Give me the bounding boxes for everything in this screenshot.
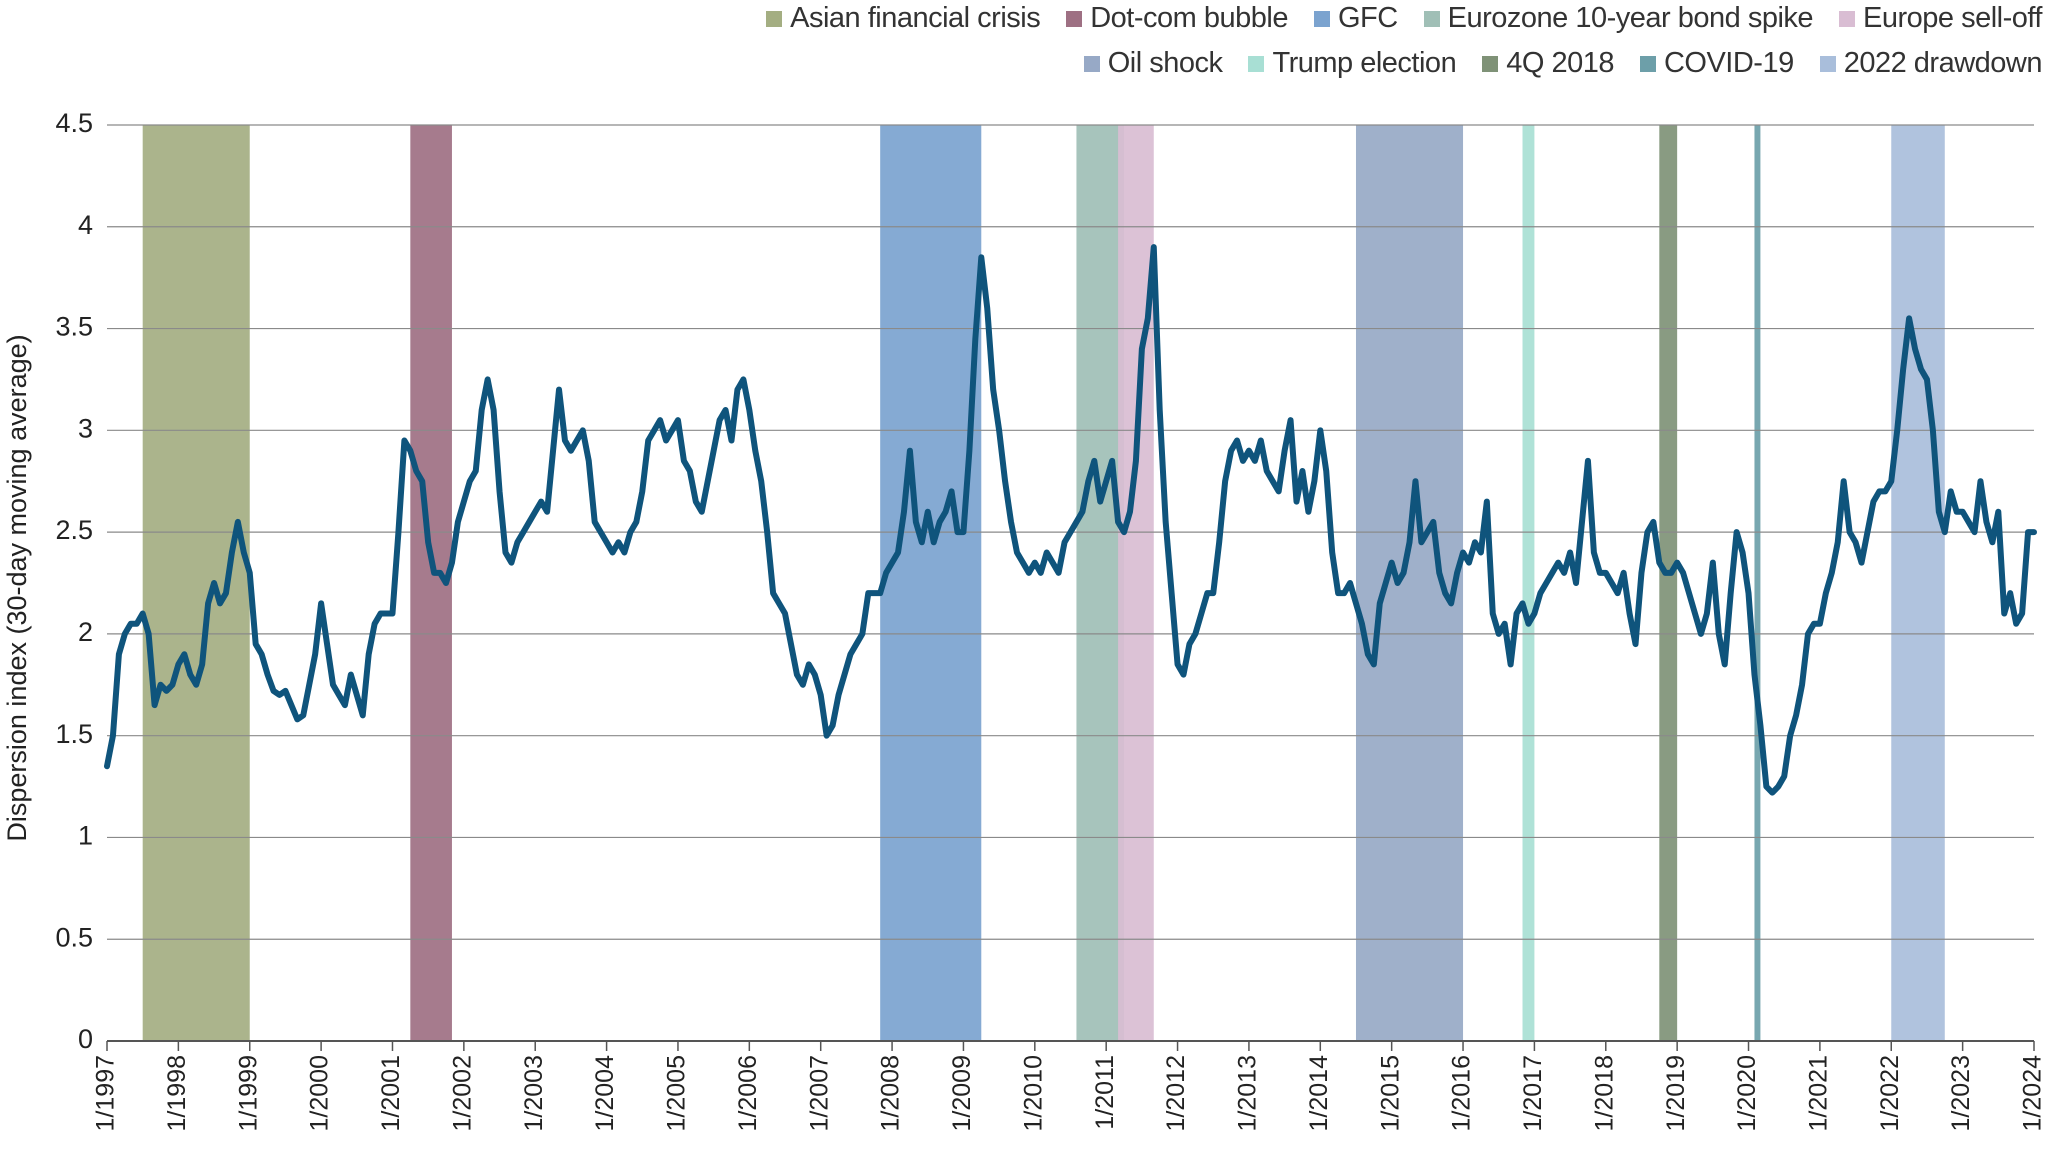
legend-swatch [766, 10, 783, 27]
event-band [1754, 125, 1761, 1041]
legend: Asian financial crisis Dot-com bubble GFC E… [766, 2, 2043, 80]
x-tick-label: 1/1998 [163, 1055, 191, 1131]
event-band [142, 125, 250, 1041]
y-axis-label: Dispersion index (30-day moving average) [2, 334, 32, 841]
x-tick-label: 1/2003 [520, 1055, 548, 1131]
x-tick-label: 1/2020 [1733, 1055, 1761, 1131]
y-tick-label: 4.5 [55, 108, 93, 138]
legend-item: Trump election [1248, 47, 1457, 80]
legend-swatch [1482, 55, 1499, 72]
y-tick-label: 0 [78, 1024, 93, 1054]
legend-label: Dot-com bubble [1090, 2, 1288, 34]
legend-swatch [1423, 10, 1440, 27]
legend-item: 4Q 2018 [1482, 47, 1614, 80]
x-tick-label: 1/2001 [377, 1055, 405, 1131]
x-tick-label: 1/2018 [1590, 1055, 1618, 1131]
legend-swatch [1083, 55, 1100, 72]
legend-label: Asian financial crisis [790, 2, 1041, 34]
x-tick-label: 1/2000 [306, 1055, 334, 1131]
x-tick-label: 1/2024 [2019, 1055, 2047, 1132]
x-tick-label: 1/2006 [734, 1055, 762, 1131]
x-tick-label: 1/2008 [877, 1055, 905, 1131]
y-tick-label: 4 [78, 210, 93, 240]
y-tick-label: 1 [78, 821, 93, 851]
x-tick-label: 1/2016 [1448, 1055, 1476, 1131]
x-tick-label: 1/2021 [1804, 1055, 1832, 1131]
legend-swatch [1313, 10, 1330, 27]
event-bands [142, 125, 1945, 1041]
event-band [1118, 125, 1154, 1041]
x-tick-label: 1/2007 [805, 1055, 833, 1131]
legend-swatch [1066, 10, 1083, 27]
data-line [104, 244, 2037, 796]
y-tick-label: 2 [78, 617, 93, 647]
x-tick-label: 1/2015 [1376, 1055, 1404, 1131]
x-tick-label: 1/2004 [591, 1055, 619, 1132]
x-tick-label: 1/1999 [234, 1055, 262, 1131]
legend-label: 4Q 2018 [1506, 47, 1614, 79]
legend-item: Europe sell-off [1839, 2, 2042, 35]
legend-label: Eurozone 10-year bond spike [1447, 2, 1814, 34]
legend-row: Oil shock Trump election 4Q 2018 COVID-19 20… [1083, 47, 2043, 80]
x-tick-label: 1/2023 [1947, 1055, 1975, 1131]
x-tick-label: 1/2014 [1305, 1055, 1333, 1132]
legend-item: Oil shock [1083, 47, 1223, 80]
x-tick-label: 1/2019 [1662, 1055, 1690, 1131]
event-band [1659, 125, 1678, 1041]
legend-label: GFC [1337, 2, 1398, 34]
event-band [1076, 125, 1125, 1041]
y-tick-label: 1.5 [55, 719, 93, 749]
y-tick-label: 2.5 [55, 515, 93, 545]
y-tick-label: 3 [78, 413, 93, 443]
x-tick-label: 1/2011 [1091, 1055, 1119, 1130]
legend-label: COVID-19 [1663, 47, 1794, 79]
legend-item: Eurozone 10-year bond spike [1423, 2, 1814, 35]
y-tick-label: 3.5 [55, 312, 93, 342]
event-band [1355, 125, 1464, 1041]
x-tick-label: 1/2022 [1876, 1055, 1904, 1131]
legend-row: Asian financial crisis Dot-com bubble GFC E… [766, 2, 2042, 35]
y-tick-label: 0.5 [55, 922, 93, 952]
event-band [880, 125, 982, 1041]
x-tick-label: 1/1997 [92, 1055, 120, 1131]
legend-label: Trump election [1272, 47, 1457, 79]
x-tick-label: 1/2002 [448, 1055, 476, 1131]
legend-item: Asian financial crisis [766, 2, 1041, 35]
x-tick-label: 1/2017 [1519, 1055, 1547, 1131]
legend-swatch [1819, 55, 1836, 72]
legend-swatch [1839, 10, 1856, 27]
legend-label: Oil shock [1107, 47, 1223, 79]
legend-label: 2022 drawdown [1843, 47, 2043, 79]
x-tick-label: 1/2012 [1162, 1055, 1190, 1131]
legend-swatch [1639, 55, 1656, 72]
event-band [1891, 125, 1945, 1041]
x-tick-label: 1/2009 [948, 1055, 976, 1131]
legend-item: Dot-com bubble [1066, 2, 1288, 35]
legend-swatch [1248, 55, 1265, 72]
x-tick-label: 1/2013 [1234, 1055, 1262, 1131]
legend-label: Europe sell-off [1863, 2, 2042, 34]
event-band [1522, 125, 1535, 1041]
x-tick-label: 1/2010 [1019, 1055, 1047, 1131]
x-tick-label: 1/2005 [663, 1055, 691, 1131]
legend-item: GFC [1313, 2, 1398, 35]
legend-item: COVID-19 [1639, 47, 1794, 80]
legend-item: 2022 drawdown [1819, 47, 2043, 80]
